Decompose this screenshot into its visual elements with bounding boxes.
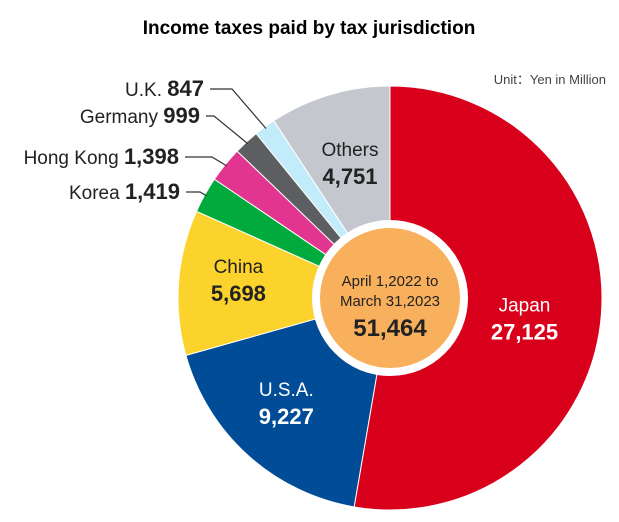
slice-label-u-k: U.K. [125,80,167,101]
slice-value-u-s-a: 9,227 [259,404,314,429]
slice-outside-label-korea: Korea 1,419 [69,179,180,204]
slice-label-korea: Korea [69,183,125,204]
slice-outside-label-u-k: U.K. 847 [125,76,204,101]
slice-outside-label-hong-kong: Hong Kong 1,398 [24,144,179,169]
leader-line-hong-kong [185,156,228,167]
slice-china [177,210,392,357]
slice-value-japan: 27,125 [491,320,558,345]
chart-title: Income taxes paid by tax jurisdiction [143,18,476,39]
center-total: 51,464 [353,315,427,342]
slice-label-japan: Japan [499,296,551,317]
center-period-end: March 31,2023 [340,293,440,310]
leader-line-korea [186,191,207,197]
leader-line-germany [206,115,249,145]
slice-value-u-k: 847 [167,76,204,101]
leader-line-u-k [210,88,267,129]
leader-lines-group [185,88,267,197]
slice-label-u-s-a: U.S.A. [259,380,314,401]
slice-japan [353,85,603,511]
center-period-start: April 1,2022 to [342,273,439,290]
slice-labels-group: Japan 27,125 U.S.A. 9,227 China 5,698 Korea 1,… [24,76,559,429]
slice-outside-label-germany: Germany 999 [80,103,200,128]
slice-label-germany: Germany [80,107,163,128]
slice-value-germany: 999 [163,103,200,128]
slice-label-china: China [214,257,264,278]
unit-label: Unit：Yen in Million [494,72,606,87]
slice-value-others: 4,751 [322,164,377,189]
slice-value-hong-kong: 1,398 [124,144,179,169]
slice-label-hong-kong: Hong Kong [24,148,124,169]
center-badge [320,228,460,368]
slice-value-korea: 1,419 [125,179,180,204]
slice-label-others: Others [321,140,378,161]
slice-value-china: 5,698 [211,281,266,306]
